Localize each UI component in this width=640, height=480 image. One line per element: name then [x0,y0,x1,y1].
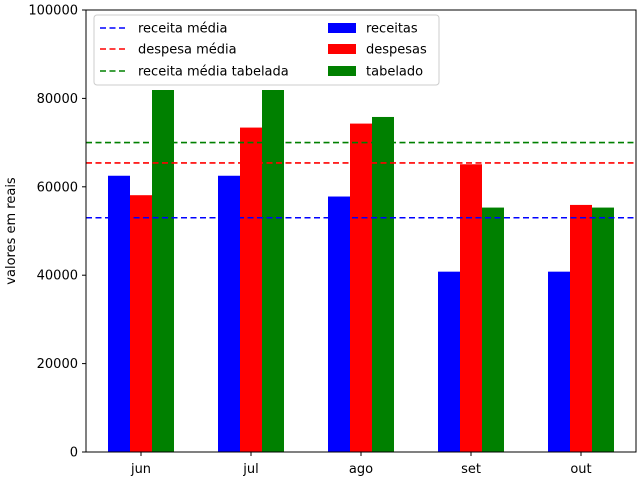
x-tick-label: set [461,462,481,477]
y-tick-label: 60000 [37,180,78,195]
bar-despesas-ago [350,123,372,453]
y-tick-label: 80000 [37,92,78,107]
bar-tabelado-jul [262,90,284,452]
bar-despesas-jul [240,127,262,453]
legend-label: receita média [138,22,228,37]
y-axis-label: valores em reais [4,177,19,285]
legend-label: tabelado [366,65,423,80]
y-tick-label: 20000 [37,357,78,372]
x-tick-label: out [570,462,591,477]
x-tick-label: ago [349,462,373,477]
reference-lines-layer [86,141,636,219]
bar-despesas-out [570,204,592,452]
bar-receitas-out [548,271,570,452]
legend-swatch-receitas [328,23,356,33]
legend-swatch-tabelado [328,66,356,76]
legend-label: receita média tabelada [138,65,289,80]
y-tick-label: 0 [70,446,78,461]
bar-receitas-jun [108,175,130,452]
y-tick-label: 100000 [28,4,78,19]
bar-tabelado-out [592,207,614,452]
bar-receitas-jul [218,175,240,452]
x-axis: jun jul ago set out [130,452,592,477]
bar-receitas-set [438,271,460,452]
legend-label: receitas [366,22,418,37]
legend-swatch-despesas [328,44,356,54]
bar-despesas-jun [130,195,152,452]
bar-despesas-set [460,164,482,452]
legend-label: despesas [366,43,427,58]
x-tick-label: jun [130,462,151,477]
bar-receitas-ago [328,196,350,452]
y-axis: 0 20000 40000 60000 80000 100000 [28,4,86,461]
bar-tabelado-set [482,207,504,452]
legend-label: despesa média [138,43,237,58]
y-tick-label: 40000 [37,269,78,284]
bar-tabelado-jun [152,90,174,452]
bar-tabelado-ago [372,116,394,453]
x-tick-label: jul [242,462,258,477]
legend: receita média despesa média receita média … [93,14,440,86]
bars-layer [108,90,614,453]
